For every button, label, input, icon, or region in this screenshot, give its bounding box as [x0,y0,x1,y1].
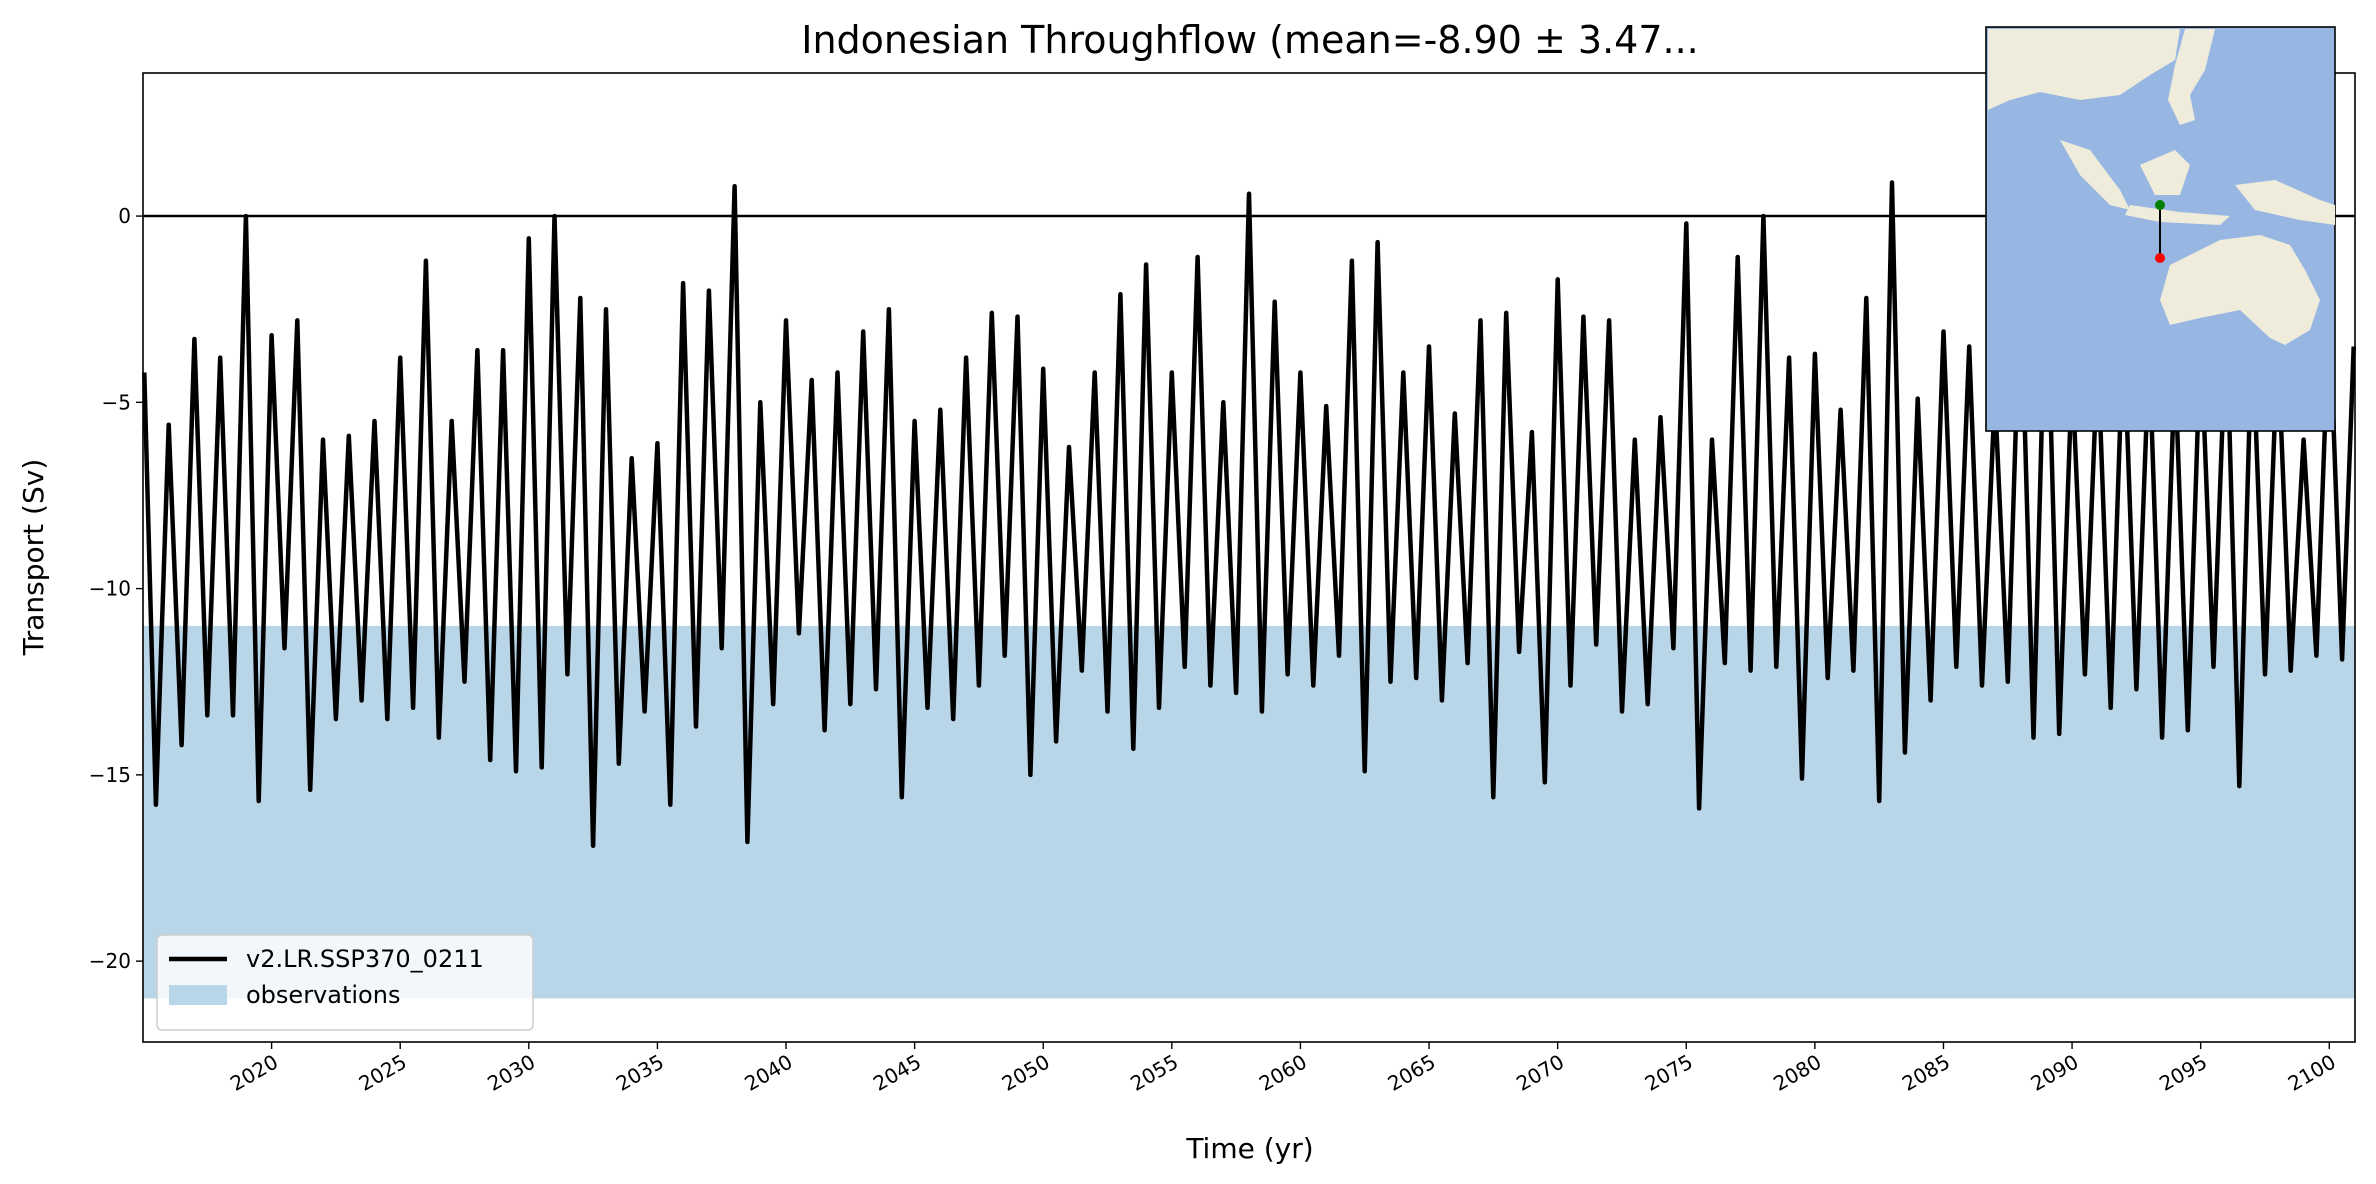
x-tick-label: 2050 [998,1050,1054,1096]
x-tick-label: 2055 [1126,1050,1182,1096]
x-tick-label: 2040 [740,1050,796,1096]
x-tick-label: 2095 [2155,1050,2211,1096]
y-axis-label: Transport (Sv) [17,459,50,656]
legend-swatch [169,985,227,1005]
legend-label: observations [246,981,400,1009]
x-tick-label: 2070 [1512,1050,1568,1096]
x-tick-label: 2090 [2026,1050,2082,1096]
x-axis-label: Time (yr) [1185,1132,1313,1165]
inset-map [1985,26,2336,432]
y-tick-label: −5 [102,390,131,414]
x-tick-label: 2080 [1769,1050,1825,1096]
y-tick-label: −15 [89,763,131,787]
map-land [2235,180,2335,225]
y-tick-label: −20 [89,949,131,973]
x-tick-label: 2100 [2284,1050,2340,1096]
series-line [142,180,2356,848]
x-tick-label: 2085 [1898,1050,1954,1096]
section-start [2155,200,2165,210]
x-tick-label: 2025 [355,1050,411,1096]
legend-box [156,934,534,1031]
y-tick-label: −10 [89,577,131,601]
legend-label: v2.LR.SSP370_0211 [246,945,484,973]
x-tick-label: 2020 [226,1050,282,1096]
x-tick-label: 2065 [1383,1050,1439,1096]
x-tick-label: 2060 [1255,1050,1311,1096]
x-tick-label: 2035 [612,1050,668,1096]
x-tick-label: 2030 [483,1050,539,1096]
map-land [1988,29,2180,110]
map-land [2060,140,2130,210]
x-tick-label: 2075 [1641,1050,1697,1096]
map-land [2125,205,2230,225]
y-tick-label: 0 [118,204,131,228]
map-land [2168,29,2215,125]
map-land [2140,150,2190,195]
section-end [2155,253,2165,263]
map-land [2160,235,2320,345]
plot-frame [142,72,2356,1043]
x-tick-label: 2045 [869,1050,925,1096]
chart-title: Indonesian Throughflow (mean=-8.90 ± 3.4… [801,18,1699,62]
